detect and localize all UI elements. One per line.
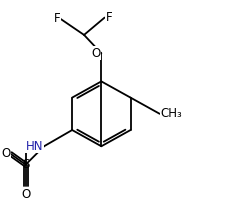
Text: HN: HN	[25, 140, 43, 153]
Text: O: O	[91, 47, 100, 60]
FancyBboxPatch shape	[20, 159, 32, 171]
Text: O: O	[1, 147, 11, 160]
Text: O: O	[21, 188, 30, 201]
Text: F: F	[53, 12, 60, 25]
Text: S: S	[22, 158, 29, 171]
Text: CH₃: CH₃	[160, 107, 182, 120]
Text: F: F	[105, 11, 112, 24]
